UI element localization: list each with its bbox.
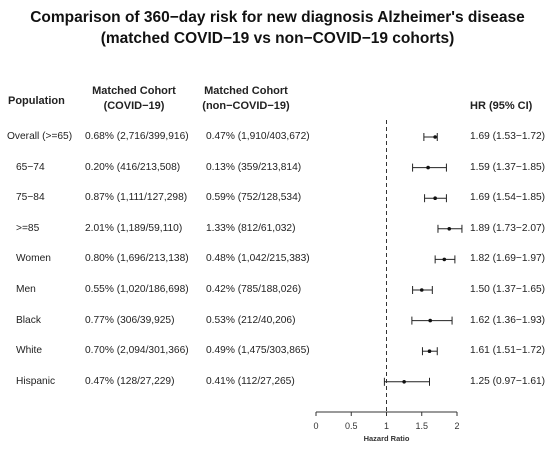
header-covid-line-2: (COVID−19) xyxy=(103,100,165,112)
covid-cohort-value: 0.68% (2,716/399,916) xyxy=(85,131,189,142)
x-tick-label: 1.5 xyxy=(415,421,428,431)
hr-ci-value: 1.62 (1.36−1.93) xyxy=(470,314,546,326)
hr-ci-value: 1.61 (1.51−1.72) xyxy=(470,345,546,357)
population-label: Women xyxy=(16,253,51,265)
noncovid-cohort-value: 0.49% (1,475/303,865) xyxy=(206,345,310,357)
hr-point xyxy=(428,318,433,323)
header-noncovid-line-1: Matched Cohort xyxy=(204,85,288,97)
hr-ci-value: 1.82 (1.69−1.97) xyxy=(470,253,546,265)
population-label: White xyxy=(16,345,43,357)
header-population: Population xyxy=(8,95,65,107)
x-tick-label: 2 xyxy=(454,421,459,431)
hr-point xyxy=(433,135,437,139)
hr-point xyxy=(447,227,452,231)
x-tick-label: 0 xyxy=(313,421,318,431)
covid-cohort-value: 0.87% (1,111/127,298) xyxy=(85,192,188,204)
hr-point xyxy=(426,165,430,170)
hr-ci-value: 1.59 (1.37−1.85) xyxy=(470,161,546,173)
noncovid-cohort-value: 0.53% (212/40,206) xyxy=(206,314,296,326)
hr-point xyxy=(402,380,406,384)
covid-cohort-value: 0.80% (1,696/213,138) xyxy=(85,253,189,265)
chart-title-line-1: Comparison of 360−day risk for new diagn… xyxy=(30,9,525,26)
population-label: >=85 xyxy=(16,222,40,234)
x-tick-label: 0.5 xyxy=(345,421,358,431)
hr-ci-value: 1.69 (1.54−1.85) xyxy=(470,192,546,204)
noncovid-cohort-value: 0.47% (1,910/403,672) xyxy=(206,131,310,142)
noncovid-cohort-value: 1.33% (812/61,032) xyxy=(206,222,296,234)
population-label: 75−84 xyxy=(16,192,45,204)
chart-title-line-2: (matched COVID−19 vs non−COVID−19 cohort… xyxy=(100,30,455,47)
covid-cohort-value: 0.47% (128/27,229) xyxy=(85,375,175,387)
noncovid-cohort-value: 0.13% (359/213,814) xyxy=(206,161,302,173)
header-covid-line-1: Matched Cohort xyxy=(92,85,176,97)
covid-cohort-value: 0.70% (2,094/301,366) xyxy=(85,345,189,357)
covid-cohort-value: 2.01% (1,189/59,110) xyxy=(85,222,183,234)
x-axis-title: Hazard Ratio xyxy=(364,434,410,443)
hr-point xyxy=(442,257,447,262)
covid-cohort-value: 0.55% (1,020/186,698) xyxy=(85,284,189,295)
population-label: Black xyxy=(16,314,41,326)
noncovid-cohort-value: 0.41% (112/27,265) xyxy=(206,375,295,387)
hr-ci-value: 1.89 (1.73−2.07) xyxy=(470,222,546,234)
population-label: Hispanic xyxy=(16,375,56,387)
population-label: 65−74 xyxy=(16,161,45,173)
header-noncovid-line-2: (non−COVID−19) xyxy=(202,100,290,112)
noncovid-cohort-value: 0.59% (752/128,534) xyxy=(206,192,302,204)
covid-cohort-value: 0.77% (306/39,925) xyxy=(85,314,175,326)
hr-point xyxy=(433,196,437,200)
hr-point xyxy=(419,288,424,292)
hr-ci-value: 1.69 (1.53−1.72) xyxy=(470,131,546,142)
population-label: Men xyxy=(16,284,36,295)
noncovid-cohort-value: 0.42% (785/188,026) xyxy=(206,284,302,295)
hr-ci-value: 1.50 (1.37−1.65) xyxy=(470,284,546,295)
covid-cohort-value: 0.20% (416/213,508) xyxy=(85,161,181,173)
hr-ci-value: 1.25 (0.97−1.61) xyxy=(470,375,546,387)
population-label: Overall (>=65) xyxy=(7,131,73,142)
noncovid-cohort-value: 0.48% (1,042/215,383) xyxy=(206,253,310,265)
x-tick-label: 1 xyxy=(384,421,389,431)
header-hr: HR (95% CI) xyxy=(470,100,533,112)
hr-point xyxy=(427,349,432,354)
